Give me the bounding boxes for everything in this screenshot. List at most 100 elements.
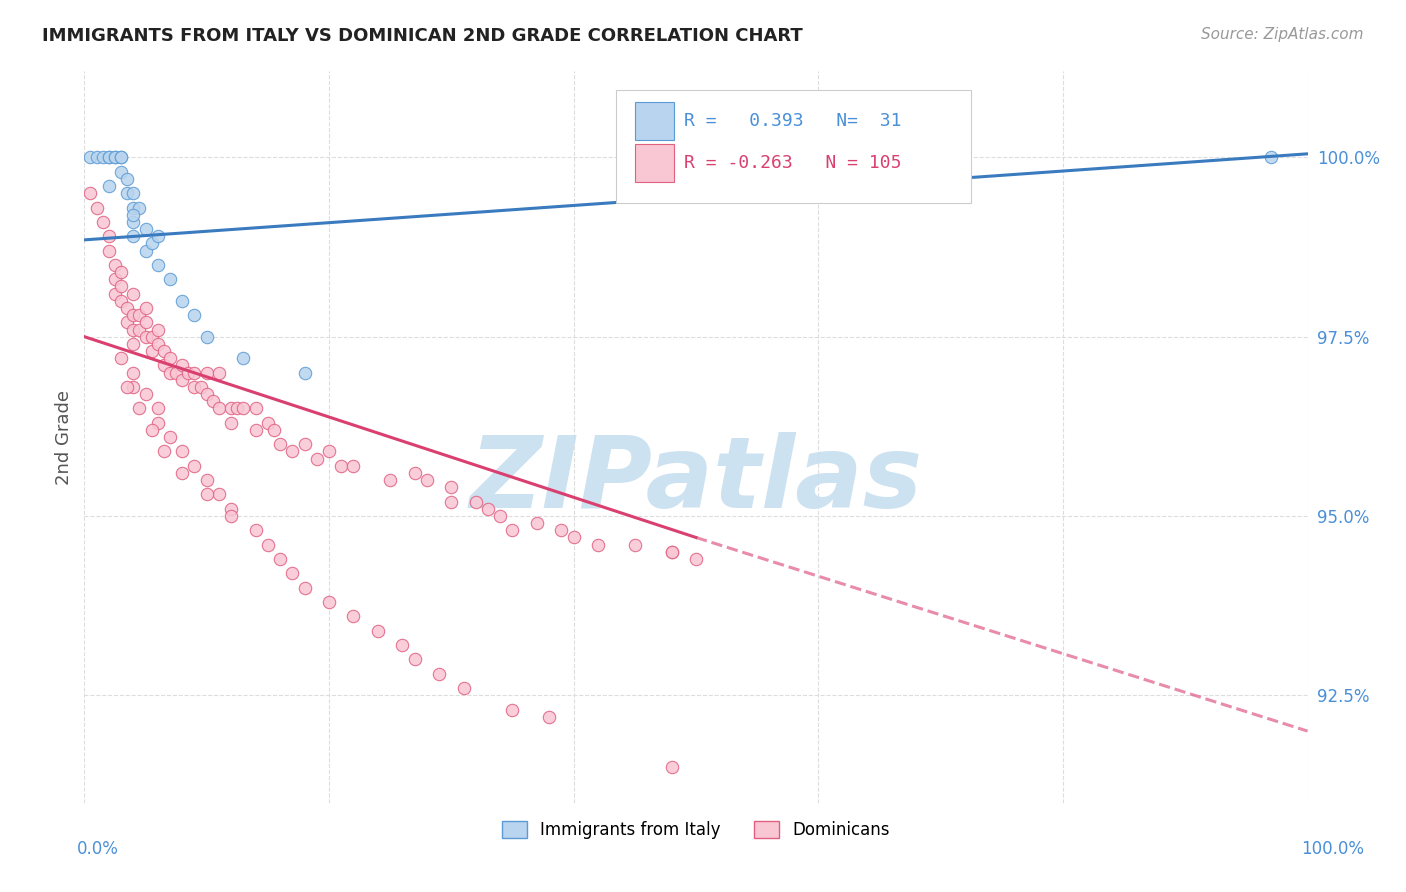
Point bbox=[115, 172, 138, 186]
Point bbox=[97, 244, 120, 258]
Point bbox=[115, 186, 138, 201]
Point bbox=[110, 279, 132, 293]
Point bbox=[172, 466, 194, 480]
Point bbox=[146, 322, 169, 336]
Point bbox=[110, 351, 132, 366]
Point bbox=[245, 524, 267, 538]
Point bbox=[104, 286, 127, 301]
Point bbox=[172, 293, 194, 308]
Point bbox=[281, 444, 304, 458]
Point bbox=[330, 458, 353, 473]
Point bbox=[183, 458, 205, 473]
Point bbox=[367, 624, 389, 638]
Point bbox=[110, 293, 132, 308]
Text: Source: ZipAtlas.com: Source: ZipAtlas.com bbox=[1201, 27, 1364, 42]
Point bbox=[440, 494, 463, 508]
Point bbox=[477, 501, 499, 516]
Point bbox=[404, 652, 426, 666]
Point bbox=[172, 359, 194, 373]
Point bbox=[195, 387, 218, 401]
Point bbox=[159, 272, 181, 286]
Point bbox=[104, 150, 127, 164]
Point bbox=[153, 359, 176, 373]
Point bbox=[269, 552, 291, 566]
Point bbox=[380, 473, 402, 487]
Point bbox=[232, 351, 254, 366]
Point bbox=[122, 229, 145, 244]
Legend: Immigrants from Italy, Dominicans: Immigrants from Italy, Dominicans bbox=[495, 814, 897, 846]
Point bbox=[281, 566, 304, 581]
Point bbox=[226, 401, 249, 416]
Text: R =   0.393   N=  31: R = 0.393 N= 31 bbox=[683, 112, 901, 130]
Point bbox=[208, 487, 231, 501]
Point bbox=[177, 366, 200, 380]
Point bbox=[1260, 150, 1282, 164]
Point bbox=[122, 336, 145, 351]
Point bbox=[135, 244, 157, 258]
Point bbox=[97, 150, 120, 164]
Point bbox=[391, 638, 413, 652]
Point bbox=[135, 329, 157, 343]
Point bbox=[110, 265, 132, 279]
Point bbox=[562, 531, 585, 545]
Point bbox=[464, 494, 486, 508]
Point bbox=[183, 366, 205, 380]
Point bbox=[685, 552, 707, 566]
Point bbox=[141, 423, 163, 437]
Point bbox=[79, 150, 101, 164]
Text: 100.0%: 100.0% bbox=[1301, 840, 1364, 858]
Point bbox=[269, 437, 291, 451]
Point bbox=[404, 466, 426, 480]
Point bbox=[661, 545, 683, 559]
Point bbox=[453, 681, 475, 695]
Point bbox=[86, 201, 108, 215]
Point bbox=[526, 516, 548, 530]
Point bbox=[110, 165, 132, 179]
Point bbox=[110, 150, 132, 164]
Point bbox=[183, 308, 205, 322]
Point bbox=[201, 394, 224, 409]
Point bbox=[146, 416, 169, 430]
Point bbox=[104, 150, 127, 164]
Point bbox=[122, 366, 145, 380]
Point bbox=[219, 508, 242, 523]
Point bbox=[97, 229, 120, 244]
FancyBboxPatch shape bbox=[616, 90, 972, 203]
Point bbox=[294, 366, 316, 380]
Point bbox=[153, 444, 176, 458]
Point bbox=[208, 401, 231, 416]
Point bbox=[502, 702, 524, 716]
Point bbox=[141, 329, 163, 343]
Point bbox=[141, 344, 163, 359]
Point bbox=[245, 401, 267, 416]
Point bbox=[115, 315, 138, 329]
Point bbox=[146, 229, 169, 244]
Point bbox=[135, 315, 157, 329]
Point bbox=[294, 581, 316, 595]
Point bbox=[122, 201, 145, 215]
Point bbox=[146, 258, 169, 272]
Point bbox=[91, 215, 114, 229]
Point bbox=[219, 416, 242, 430]
Point bbox=[263, 423, 285, 437]
Point bbox=[128, 322, 150, 336]
Point bbox=[416, 473, 439, 487]
Point bbox=[219, 501, 242, 516]
Point bbox=[195, 473, 218, 487]
FancyBboxPatch shape bbox=[636, 102, 673, 140]
Text: IMMIGRANTS FROM ITALY VS DOMINICAN 2ND GRADE CORRELATION CHART: IMMIGRANTS FROM ITALY VS DOMINICAN 2ND G… bbox=[42, 27, 803, 45]
Point bbox=[122, 208, 145, 222]
Point bbox=[159, 351, 181, 366]
Point bbox=[318, 444, 340, 458]
Point bbox=[97, 150, 120, 164]
FancyBboxPatch shape bbox=[636, 144, 673, 182]
Point bbox=[195, 366, 218, 380]
Point bbox=[91, 150, 114, 164]
Text: R = -0.263   N = 105: R = -0.263 N = 105 bbox=[683, 153, 901, 172]
Point bbox=[257, 538, 280, 552]
Point bbox=[342, 609, 364, 624]
Point bbox=[550, 524, 572, 538]
Point bbox=[135, 387, 157, 401]
Point bbox=[208, 366, 231, 380]
Point bbox=[232, 401, 254, 416]
